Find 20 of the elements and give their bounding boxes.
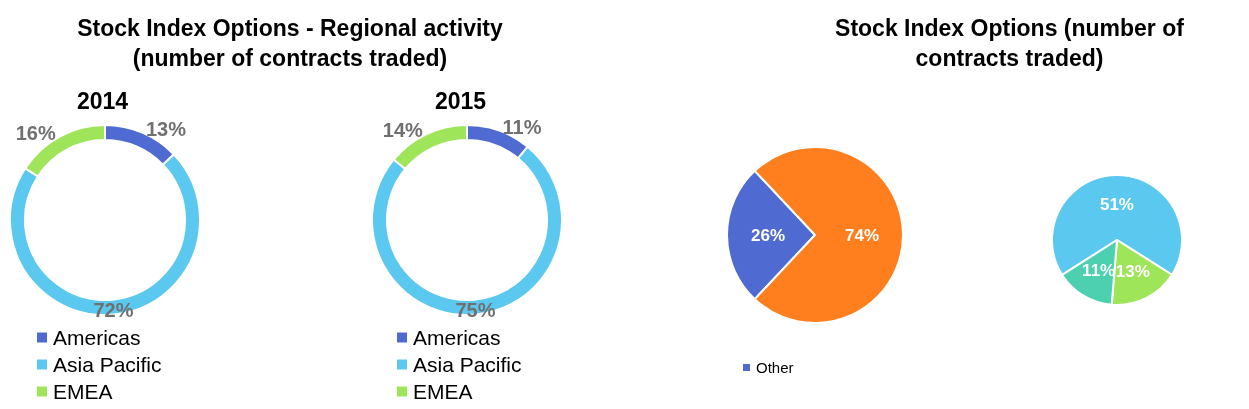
legend-label: Americas: [53, 326, 141, 349]
data-label: 74%: [844, 225, 880, 245]
data-label: 13%: [145, 117, 187, 140]
chart-subtitle: 2015: [435, 87, 487, 114]
legend-label: EMEA: [413, 380, 473, 403]
data-label: 16%: [15, 122, 56, 145]
data-label: 13%: [1115, 262, 1150, 282]
data-label: 51%: [1099, 195, 1134, 214]
legend-label: EMEA: [53, 380, 113, 403]
text: Stock Index Options (number of contracts traded): [834, 14, 1185, 73]
data-label: 11%: [502, 115, 542, 138]
legend-label: Asia Pacific: [53, 353, 162, 376]
data-label: 14%: [382, 119, 424, 142]
legend-label: Americas: [413, 326, 501, 349]
legend-label: Other: [756, 359, 794, 376]
chart-subtitle: 2014: [77, 87, 129, 114]
data-label: 26%: [750, 225, 786, 245]
text: Stock Index Options - Regional activity (number of contracts traded): [76, 14, 504, 73]
data-label: 11%: [1082, 260, 1116, 280]
legend-label: Asia Pacific: [413, 353, 522, 376]
